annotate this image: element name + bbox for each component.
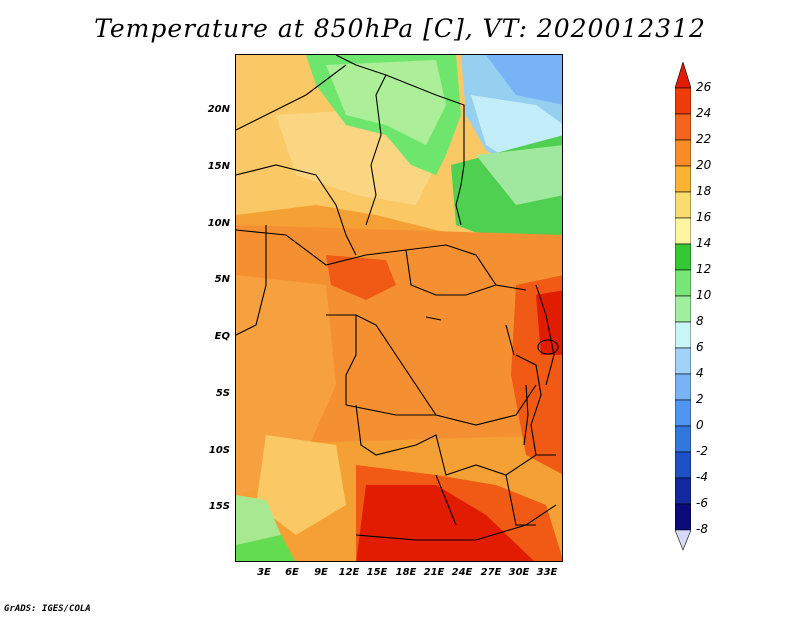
colorbar-swatch <box>675 503 691 531</box>
lat-label-eq: EQ <box>214 331 230 342</box>
colorbar-swatch <box>675 191 691 219</box>
southern-red-region <box>356 485 534 561</box>
colorbar-swatch <box>675 477 691 505</box>
lon-label-24e: 24E <box>451 567 473 578</box>
colorbar-swatch <box>675 87 691 115</box>
colorbar-swatch <box>675 321 691 349</box>
colorbar-swatch <box>675 269 691 297</box>
map-panel <box>235 54 563 562</box>
northeast-lightgreen-region <box>476 145 562 205</box>
colorbar-label: 22 <box>696 132 712 146</box>
southwest-lightgreen-region <box>236 495 281 545</box>
lat-label-20n: 20N <box>207 104 230 115</box>
lon-label-21e: 21E <box>423 567 445 578</box>
country-borders <box>236 55 557 541</box>
egypt-blue-region <box>486 55 562 105</box>
colorbar <box>675 62 691 551</box>
colorbar-label: 0 <box>696 418 704 432</box>
western-warm-region <box>256 435 346 535</box>
colorbar-label: -8 <box>696 522 708 536</box>
colorbar-swatch <box>675 295 691 323</box>
colorbar-label: 12 <box>696 262 712 276</box>
lon-label-6e: 6E <box>285 567 299 578</box>
colorbar-swatch <box>675 347 691 375</box>
colorbar-label: 8 <box>696 314 704 328</box>
colorbar-label: 16 <box>696 210 712 224</box>
central-hot-patch <box>326 255 396 300</box>
colorbar-label: 20 <box>696 158 712 172</box>
grads-credit: GrADS: IGES/COLA <box>4 604 91 614</box>
lakes <box>425 316 559 446</box>
chart-title: Temperature at 850hPa [C], VT: 202001231… <box>94 14 706 43</box>
colorbar-swatch <box>675 399 691 427</box>
lon-label-33e: 33E <box>536 567 558 578</box>
lon-label-27e: 27E <box>480 567 502 578</box>
colorbar-label: 14 <box>696 236 712 250</box>
lat-label-15s: 15S <box>208 501 230 512</box>
colorbar-label: 4 <box>696 366 704 380</box>
lat-label-5s: 5S <box>215 388 230 399</box>
temperature-map <box>236 55 562 561</box>
colorbar-label: 6 <box>696 340 704 354</box>
colorbar-under-triangle <box>675 529 691 551</box>
colorbar-swatch <box>675 373 691 401</box>
lat-label-10n: 10N <box>207 218 230 229</box>
colorbar-swatch <box>675 425 691 453</box>
lon-label-15e: 15E <box>366 567 388 578</box>
east-red-patch <box>536 290 562 355</box>
lon-label-9e: 9E <box>314 567 328 578</box>
colorbar-swatch <box>675 451 691 479</box>
colorbar-label: 2 <box>696 392 704 406</box>
colorbar-swatch <box>675 139 691 167</box>
colorbar-label: 18 <box>696 184 712 198</box>
sahel-light-region <box>326 60 446 145</box>
lat-label-15n: 15N <box>207 161 230 172</box>
lon-label-12e: 12E <box>338 567 360 578</box>
colorbar-swatch <box>675 217 691 245</box>
colorbar-label: 24 <box>696 106 712 120</box>
colorbar-label: 10 <box>696 288 712 302</box>
colorbar-swatch <box>675 165 691 193</box>
lat-label-5n: 5N <box>214 274 230 285</box>
lon-label-3e: 3E <box>257 567 271 578</box>
lon-label-30e: 30E <box>508 567 530 578</box>
colorbar-label: -2 <box>696 444 708 458</box>
west-orange-region <box>236 275 336 495</box>
colorbar-swatch <box>675 243 691 271</box>
colorbar-label: -6 <box>696 496 708 510</box>
lon-label-18e: 18E <box>395 567 417 578</box>
colorbar-over-triangle <box>675 62 691 89</box>
lat-label-10s: 10S <box>208 445 230 456</box>
colorbar-label: -4 <box>696 470 708 484</box>
colorbar-swatch <box>675 113 691 141</box>
colorbar-label: 26 <box>696 80 712 94</box>
